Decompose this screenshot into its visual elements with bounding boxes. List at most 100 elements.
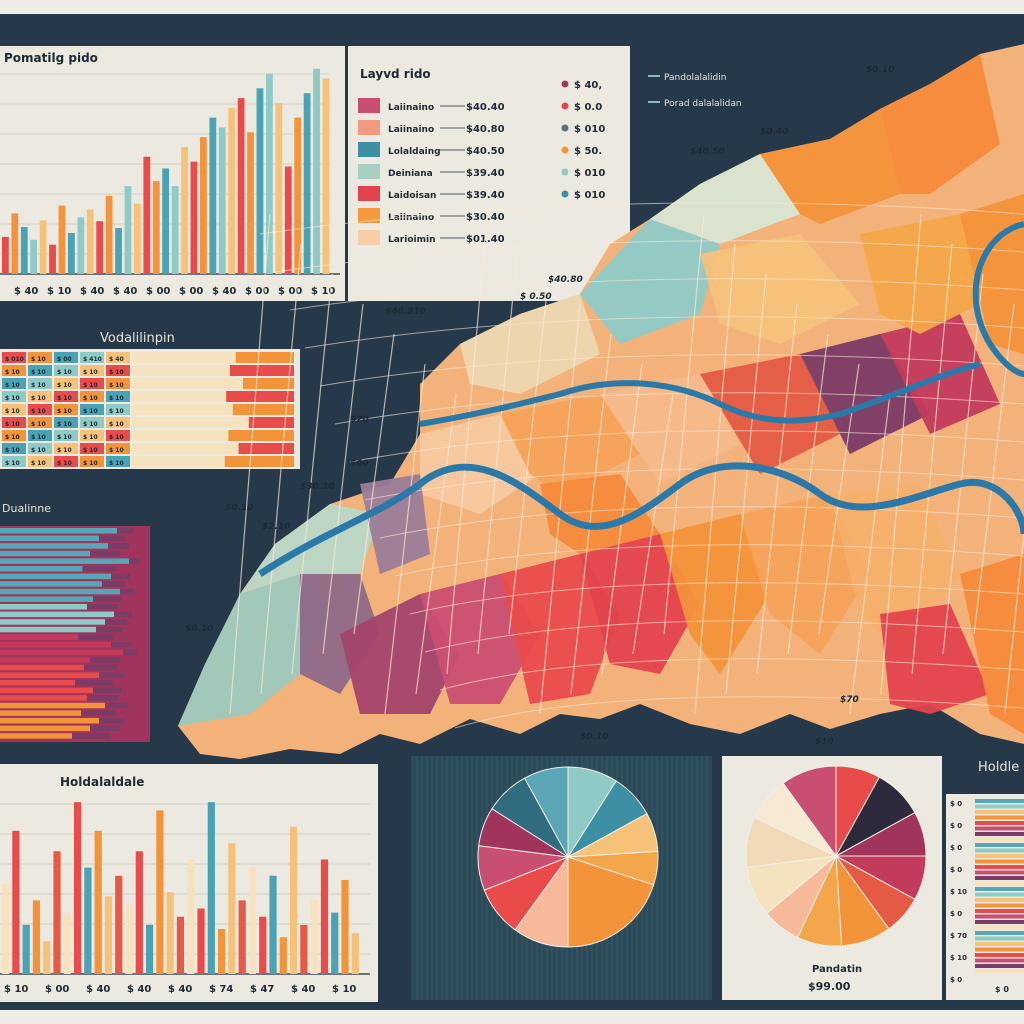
stack-bar-remainder — [99, 718, 125, 724]
hbars-cell-label: $ 10 — [109, 447, 124, 454]
infographic-canvas: Pomatilg pido $ 40 $ 10 $ 40 $ 40 $ 00 $ 00 $ 4… — [0, 44, 1024, 1002]
top-bar — [115, 228, 122, 274]
map-label: $40.80 — [548, 275, 583, 285]
top-bar — [143, 156, 151, 274]
legend-label: Deiniana — [388, 169, 433, 179]
map-label: $40.50 — [690, 147, 725, 157]
hbars-cell — [106, 352, 130, 363]
hbars-cell — [54, 365, 78, 376]
hbars-bar — [248, 417, 294, 428]
top-bar — [30, 239, 38, 274]
hbars-cell — [28, 378, 52, 389]
top-bar — [256, 88, 264, 275]
map-street — [911, 243, 953, 675]
hbars-track — [132, 391, 294, 402]
legend-label: Laiinaino — [388, 103, 434, 113]
hbars-cell — [54, 352, 78, 363]
top-bar-title: Pomatilg pido — [4, 51, 98, 65]
stack-bar-remainder — [90, 657, 120, 663]
top-bar — [58, 205, 66, 274]
hbars-cell — [28, 456, 52, 467]
right-table-row — [975, 936, 1024, 941]
legend-value: $39.40 — [466, 190, 505, 201]
bottom-bar — [259, 916, 267, 974]
hbars-bar — [235, 352, 294, 363]
hbars-cell — [80, 365, 104, 376]
right-table-row — [975, 865, 1024, 869]
right-table-row-label: $ 70 — [950, 932, 967, 940]
map-street — [787, 333, 829, 655]
right-table-row — [975, 859, 1024, 864]
hbars-track — [132, 352, 294, 363]
top-bar — [284, 166, 292, 274]
right-table-row — [975, 964, 1024, 968]
legend-dot — [561, 124, 569, 132]
right-table-row — [975, 815, 1024, 820]
right-table-row — [975, 914, 1024, 919]
bottom-bar — [320, 859, 329, 974]
map-street — [394, 544, 1024, 577]
legend-value: $40.40 — [466, 102, 505, 113]
legend-dot — [561, 80, 569, 88]
stack-bar — [0, 550, 90, 557]
hbars-cell — [106, 378, 130, 389]
pie2-subtitle: $99.00 — [808, 980, 851, 993]
map-street — [304, 316, 1024, 349]
stack-bar — [0, 558, 129, 564]
stack-bar-remainder — [78, 634, 114, 640]
stack-bar — [0, 573, 111, 580]
map-district — [700, 354, 840, 474]
map-street — [334, 392, 1024, 425]
hbars-cell-label: $ 10 — [109, 421, 124, 428]
map-district — [540, 474, 660, 554]
legend-value: $40.50 — [466, 146, 505, 157]
hbars-cell — [2, 378, 26, 389]
top-bar — [322, 78, 330, 274]
top-bar-tick-label: $ 10 — [47, 286, 71, 297]
bottom-bar — [300, 924, 308, 974]
bottom-bar — [135, 851, 143, 974]
top-bar — [124, 186, 132, 274]
legend-label: Laidoisan — [388, 191, 436, 201]
right-table-row — [975, 953, 1024, 957]
hbars-cell-label: $ 10 — [57, 395, 72, 402]
right-table-title: Holdle — [978, 760, 1019, 775]
bottom-bar-tick-label: $ 00 — [45, 984, 69, 995]
map-river-branch — [419, 361, 981, 427]
top-bar — [49, 244, 56, 274]
stack-bar-remainder — [87, 695, 119, 701]
bottom-bar-tick-label: $ 40 — [127, 984, 151, 995]
hbars-cell — [54, 443, 78, 454]
bottom-bar — [228, 843, 236, 974]
hbars-track — [132, 365, 294, 376]
stack-bar-remainder — [82, 566, 117, 572]
hbars-cell — [28, 443, 52, 454]
map-district — [880, 54, 1000, 194]
stack-bar-remainder — [84, 664, 117, 671]
map-district — [460, 294, 600, 394]
map-street — [632, 393, 674, 655]
hbars-cell-label: $ 10 — [83, 447, 98, 454]
legend-panel — [348, 46, 630, 301]
hbars-cell-label: $ 10 — [31, 395, 46, 402]
right-table-row — [975, 958, 1024, 963]
stack-bar — [0, 588, 120, 595]
map-street — [260, 243, 302, 695]
hbars-cell — [80, 404, 104, 415]
top-bar — [303, 93, 311, 274]
hbars-cell-label: $ 10 — [83, 408, 98, 415]
legend-swatch — [358, 142, 380, 157]
right-table-row — [975, 909, 1024, 913]
stack-bar — [0, 581, 102, 587]
hbars-cell — [54, 456, 78, 467]
legend-swatch — [358, 186, 380, 201]
hbars-cell-label: $ 10 — [5, 447, 20, 454]
hbars-bar — [224, 456, 294, 467]
bottom-bar-tick-label: $ 40 — [86, 984, 110, 995]
top-bar — [105, 195, 113, 274]
top-bar-tick-label: $ 40 — [113, 286, 137, 297]
right-table-row — [975, 832, 1024, 836]
hbars-cell — [54, 404, 78, 415]
right-table-row — [975, 942, 1024, 946]
hbars-cell-label: $ 10 — [57, 369, 72, 376]
